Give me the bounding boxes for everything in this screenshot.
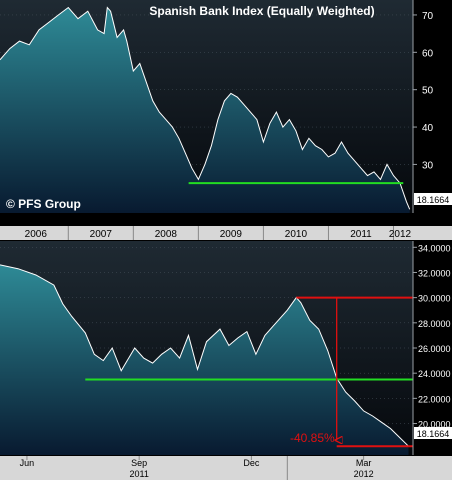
top-x-tick-label: 2009	[220, 229, 243, 240]
top-series-line	[0, 6, 411, 210]
bottom-series-line	[0, 264, 409, 447]
top-x-tick-label: 2012	[389, 229, 412, 240]
bottom-x-tick-labels: Jun Sep Dec Mar 2011 2012	[20, 456, 374, 480]
bottom-x-tick-label: Mar	[356, 458, 372, 468]
bottom-area-fill	[0, 264, 409, 455]
top-x-tick-labels: 2006 2007 2008 2009 2010 2011 2012	[25, 226, 412, 240]
top-x-tick-label: 2010	[285, 229, 308, 240]
bottom-x-tick-label: Jun	[20, 458, 35, 468]
top-chart: Spanish Bank Index (Equally Weighted) © …	[0, 0, 452, 213]
bottom-y-tick-label: 20.0000	[418, 420, 451, 430]
bottom-y-tick-label: 32.0000	[418, 268, 451, 278]
bottom-x-tick-label: Sep	[131, 458, 147, 468]
bottom-last-value-badge: 18.1664	[414, 427, 452, 439]
top-y-tick-labels: 30 40 50 60 70	[413, 11, 434, 171]
bottom-last-value-label: 18.1664	[417, 429, 450, 439]
top-area-fill	[0, 7, 410, 213]
top-y-tick-label: 70	[422, 11, 434, 22]
top-x-axis: 2006 2007 2008 2009 2010 2011 2012	[0, 226, 452, 240]
top-chart-title: Spanish Bank Index (Equally Weighted)	[149, 4, 374, 18]
top-x-tick-label: 2006	[25, 229, 48, 240]
bottom-y-tick-label: 30.0000	[418, 294, 451, 304]
bottom-y-tick-label: 24.0000	[418, 369, 451, 379]
top-last-value-label: 18.1664	[417, 195, 450, 205]
bottom-y-tick-label: 26.0000	[418, 344, 451, 354]
top-last-value-badge: 18.1664	[414, 193, 452, 205]
top-y-tick-label: 40	[422, 123, 434, 134]
top-x-tick-label: 2007	[90, 229, 113, 240]
bottom-y-tick-label: 28.0000	[418, 319, 451, 329]
top-x-tick-label: 2008	[155, 229, 178, 240]
bottom-y-tick-label: 22.0000	[418, 394, 451, 404]
drop-percentage-label: -40.85%	[290, 431, 335, 445]
bottom-y-tick-label: 34.0000	[418, 243, 451, 253]
top-y-tick-label: 60	[422, 48, 434, 59]
bottom-y-tick-labels: 20.0000 22.0000 24.0000 26.0000 28.0000 30.00…	[413, 243, 451, 430]
bottom-x-tick-label: Dec	[243, 458, 260, 468]
top-y-tick-label: 50	[422, 86, 434, 97]
top-x-tick-label: 2011	[350, 229, 372, 240]
watermark: © PFS Group	[6, 197, 81, 211]
bottom-x-axis: Jun Sep Dec Mar 2011 2012	[0, 456, 452, 480]
bottom-year-label: 2011	[129, 469, 148, 479]
bottom-chart: -40.85% 20.0000 22.0000 24.0000 26.0000 28.0…	[0, 241, 452, 455]
bottom-year-label: 2012	[354, 469, 374, 479]
top-y-tick-label: 30	[422, 160, 434, 171]
